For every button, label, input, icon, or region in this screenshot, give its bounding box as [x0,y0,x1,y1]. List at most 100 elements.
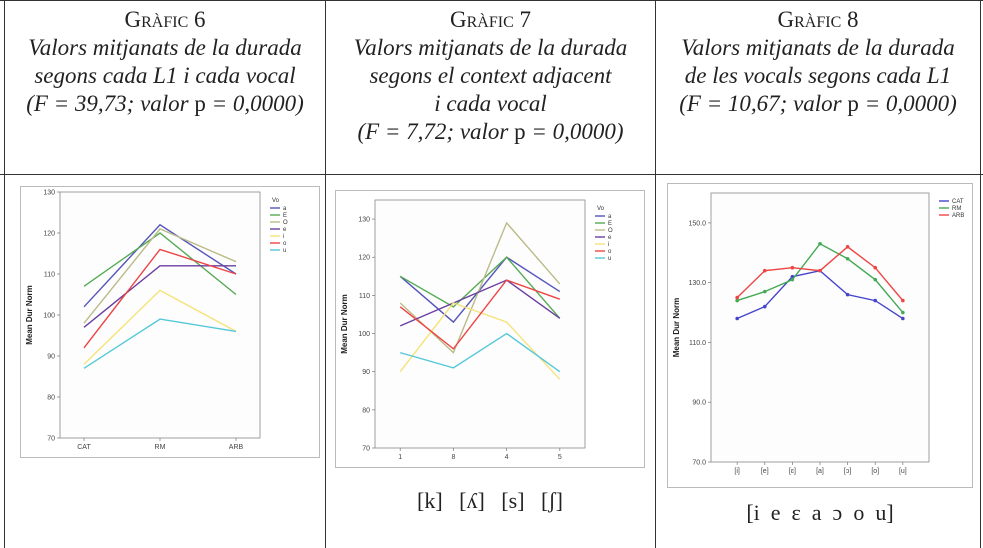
y-tick-label: 120 [43,231,55,238]
y-tick-label: 110.0 [689,340,706,347]
x-tick-label: [i] [734,468,740,475]
data-point [873,277,878,282]
data-point [790,277,795,282]
legend-entry: a [608,214,612,220]
caption-line: segons el context adjacent [369,63,612,88]
data-point [790,265,795,270]
legend-entry: i [283,234,284,240]
series-line-E [399,256,561,319]
y-tick-label: 100 [43,313,55,320]
y-tick-label: 120 [358,255,370,262]
y-tick-label: 110 [359,293,370,300]
caption-line: Valors mitjanats de la durada [681,35,955,60]
x-tick-label: [o] [871,468,879,475]
legend-entry: E [283,213,287,219]
data-point [818,242,822,246]
legend-entry: O [283,220,288,226]
stat-p: p [514,119,526,144]
caption-stat: (F = 39,73; valor p = 0,0000) [5,90,325,118]
legend-entry: u [608,256,611,262]
data-point [818,268,822,273]
y-tick-label: 100 [358,331,370,338]
x-tick-label: [e] [761,468,769,475]
legend-entry: CAT [952,199,964,205]
caption-label: Gràfic 6 [124,7,206,32]
plot-area [710,192,930,463]
data-point [735,316,739,321]
caption-label: Gràfic 7 [450,7,531,32]
x-tick-label: 5 [558,454,562,461]
y-tick-label: 130 [43,190,55,197]
x-tick-label: CAT [77,444,91,451]
y-axis-label: Mean Dur Norm [672,298,681,358]
series-line-O [83,228,237,324]
stat-text: = 0,0000) [525,119,624,144]
legend-entry: e [283,227,287,233]
legend-entry: RM [952,206,961,212]
x-tick-label: [u] [899,468,907,475]
stat-p: p [194,91,206,116]
legend-entry: i [608,242,609,248]
y-tick-label: 90 [362,369,370,376]
series-line-u [83,318,237,369]
caption-line: de les vocals segons cada L1 [684,63,952,88]
ipa-contexts-label: [k] [ʎ] [s] [ʃ] [417,488,563,513]
x-tick-label: 1 [398,454,402,461]
legend-entry: o [608,249,612,255]
table-col-rule-1 [325,0,326,548]
series-line-o [399,279,561,350]
y-tick-label: 80 [47,395,55,402]
data-point [845,245,850,249]
data-point [762,289,767,294]
y-tick-label: 80 [362,407,370,414]
caption-stat: (F = 10,67; valor p = 0,0000) [656,90,980,118]
chart-8: 70.0 90.0 110.0 130.0 150.0 [i] [e] [ɛ] [a] [ɔ] [o… [667,183,973,488]
legend-entry: o [283,241,287,247]
series-line-a [399,256,561,324]
y-tick-label: 70.0 [692,460,706,467]
series-line-E [83,232,237,296]
data-point [735,298,739,303]
stat-text: (F = 10,67; valor [679,91,848,116]
caption-chart-7: Gràfic 7 Valors mitjanats de la durada s… [326,6,655,146]
data-point [845,292,850,297]
legend-entry: u [283,248,286,254]
data-point [762,304,767,309]
table-mid-rule [0,174,983,175]
y-tick-label: 70 [362,446,370,453]
table-col-rule-2 [655,0,656,548]
chart-6-svg: 70 80 90 100 110 120 130 CAT RM ARB Mean Dur Norm V… [20,186,320,458]
series-line-i [399,302,561,380]
y-axis-label: Mean Dur Norm [340,294,349,354]
chart-6: 70 80 90 100 110 120 130 CAT RM ARB Mean Dur Norm V… [20,186,320,458]
caption-line: segons cada L1 i cada vocal [34,63,296,88]
legend-title: Vo [272,198,280,204]
y-tick-label: 130 [358,217,370,224]
data-point [845,256,850,261]
caption-chart-6: Gràfic 6 Valors mitjanats de la durada s… [5,6,325,118]
series-line-i [83,289,237,365]
series-line-e [399,279,561,327]
x-tick-label: ARB [229,444,244,451]
caption-line: i cada vocal [434,91,547,116]
y-tick-label: 130.0 [688,280,706,287]
series-line-o [83,248,237,349]
stat-text: (F = 7,72; valor [357,119,515,144]
table-left-rule [4,0,5,548]
stat-text: (F = 39,73; valor [26,91,195,116]
legend-entry: e [608,235,612,241]
x-tick-label: [a] [816,468,824,475]
chart-7: 70 80 90 100 110 120 130 1 8 4 5 Mean Dur Norm Vo a E O… [335,190,645,468]
data-point [873,265,878,270]
data-point [762,268,767,273]
table-top-rule [0,0,983,1]
legend-entry: a [283,206,287,212]
series-line-a [83,223,237,308]
plot-area [374,199,586,449]
ipa-vowels-label: [i e ɛ a ɔ o u] [746,500,894,525]
x-tick-label: RM [155,444,166,451]
data-point [901,316,905,321]
caption-label: Gràfic 8 [777,7,859,32]
legend-entry: ARB [952,213,964,219]
x-tick-label: 8 [451,454,455,461]
